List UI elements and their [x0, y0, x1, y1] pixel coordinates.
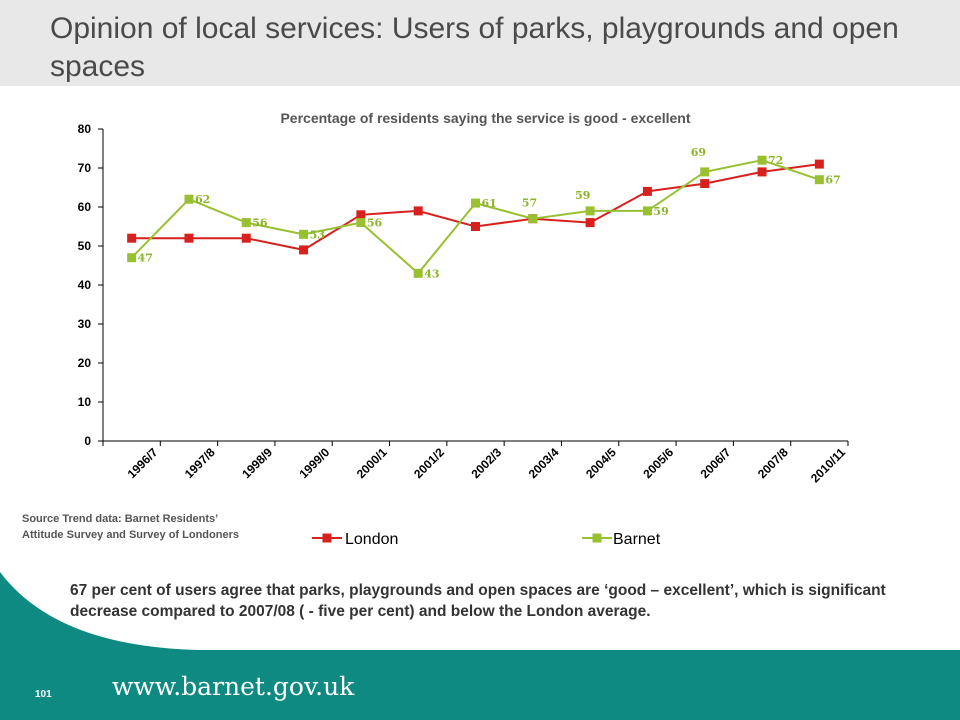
- y-tick-label: 30: [78, 317, 92, 331]
- x-tick-label: 2001/2: [411, 445, 447, 481]
- london-point: [700, 179, 710, 189]
- barnet-data-label: 47: [138, 252, 153, 265]
- barnet-point: [700, 167, 710, 177]
- x-tick-label: 2004/5: [583, 445, 619, 481]
- x-tick-label: 2006/7: [698, 445, 734, 481]
- barnet-point: [814, 175, 824, 185]
- barnet-data-label: 56: [367, 217, 383, 230]
- footer-band: [0, 650, 960, 720]
- london-point: [413, 206, 423, 216]
- y-tick-label: 40: [78, 278, 92, 292]
- barnet-point: [184, 194, 194, 204]
- london-point: [184, 233, 194, 243]
- y-tick-label: 80: [78, 122, 92, 136]
- y-tick-label: 10: [78, 395, 92, 409]
- barnet-series-line: [130, 159, 820, 275]
- x-tick-label: 1996/7: [125, 445, 161, 481]
- barnet-data-label: 57: [522, 197, 537, 210]
- x-tick-label: 2003/4: [526, 445, 562, 481]
- x-tick-label: 2002/3: [468, 445, 504, 481]
- barnet-point: [585, 206, 595, 216]
- london-point: [585, 218, 595, 228]
- barnet-point: [413, 268, 423, 278]
- london-point: [757, 167, 767, 177]
- london-point: [356, 210, 366, 220]
- footer-url-link[interactable]: www.barnet.gov.uk: [112, 672, 355, 701]
- london-point: [241, 233, 251, 243]
- barnet-data-label: 67: [825, 174, 840, 187]
- barnet-data-label: 53: [310, 228, 325, 241]
- page-title: Opinion of local services: Users of park…: [50, 12, 899, 83]
- barnet-point: [471, 198, 480, 208]
- barnet-data-label: 56: [252, 217, 268, 230]
- barnet-point: [299, 229, 309, 239]
- barnet-data-label: 61: [482, 197, 497, 210]
- x-tick-label: 1999/0: [296, 445, 332, 481]
- page-number: 101: [35, 689, 52, 700]
- barnet-data-label: 43: [424, 267, 439, 280]
- source-note-line-2: Attitude Survey and Survey of Londoners: [22, 529, 239, 541]
- source-note-line-1: Source Trend data: Barnet Residents’: [22, 513, 219, 525]
- legend-london-label: London: [345, 531, 398, 548]
- barnet-data-label: 59: [575, 189, 590, 202]
- x-tick-label: 2000/1: [354, 445, 390, 481]
- barnet-point: [127, 253, 137, 263]
- barnet-data-label: 62: [195, 193, 210, 206]
- barnet-point: [642, 206, 652, 216]
- x-tick-label: 2010/11: [808, 445, 848, 485]
- x-tick-label: 1998/9: [239, 445, 275, 481]
- y-tick-label: 50: [78, 239, 92, 253]
- legend-london-marker: [322, 533, 332, 543]
- london-point: [471, 222, 480, 231]
- source-note: Source Trend data: Barnet Residents’ Att…: [22, 511, 297, 543]
- barnet-data-label: 69: [691, 146, 706, 159]
- london-point: [299, 245, 309, 255]
- x-tick-label: 1997/8: [182, 445, 218, 481]
- chart-title: Percentage of residents saying the servi…: [280, 110, 690, 126]
- london-point: [814, 159, 824, 169]
- barnet-data-label: 59: [653, 205, 668, 218]
- legend-barnet-label: Barnet: [613, 531, 661, 548]
- london-point: [127, 233, 137, 243]
- x-tick-label: 2005/6: [640, 445, 676, 481]
- barnet-point: [356, 218, 366, 228]
- y-tick-label: 60: [78, 200, 92, 214]
- y-tick-label: 70: [78, 161, 92, 175]
- y-tick-label: 0: [84, 434, 91, 448]
- x-tick-label: 2007/8: [755, 445, 791, 481]
- summary-text: 67 per cent of users agree that parks, p…: [70, 582, 886, 620]
- london-point: [642, 186, 652, 196]
- barnet-point: [241, 218, 251, 228]
- barnet-point: [757, 155, 767, 165]
- title-band: [0, 0, 960, 86]
- barnet-data-label: 72: [768, 154, 783, 167]
- barnet-point: [528, 214, 538, 224]
- y-tick-label: 20: [78, 356, 92, 370]
- legend-barnet-marker: [592, 533, 602, 543]
